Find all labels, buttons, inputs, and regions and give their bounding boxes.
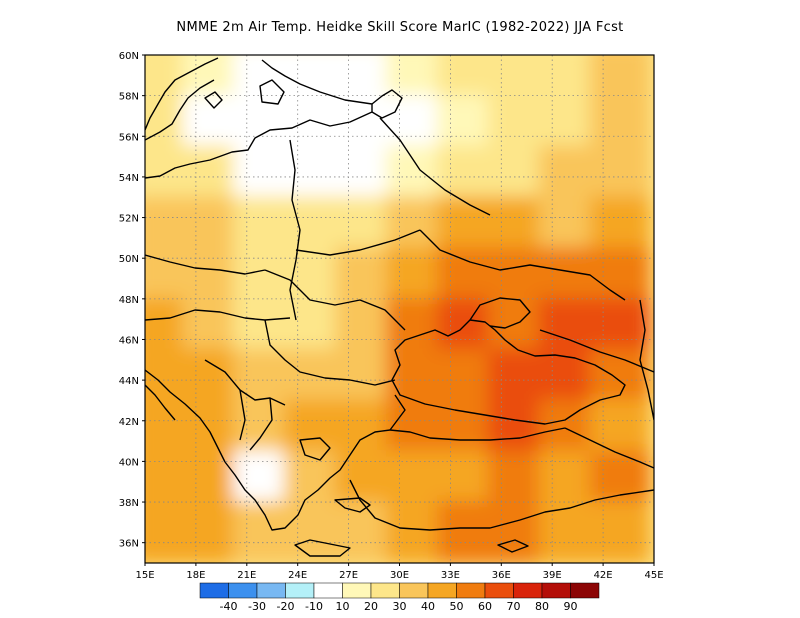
lat-tick-label: 38N bbox=[119, 498, 139, 509]
lon-tick-label: 15E bbox=[135, 570, 154, 581]
lon-tick-label: 42E bbox=[594, 570, 613, 581]
colorbar-swatch bbox=[427, 582, 457, 599]
skill-cell bbox=[182, 501, 244, 563]
colorbar-label: 70 bbox=[507, 600, 521, 613]
colorbar-label: -40 bbox=[220, 600, 238, 613]
latitude-labels: 60N 58N 56N 54N 52N 50N 48N 46N 44N 42N 40N 38N 36N bbox=[119, 51, 145, 550]
lat-tick-label: 56N bbox=[119, 132, 139, 143]
lat-tick-label: 48N bbox=[119, 295, 139, 306]
lat-tick-label: 52N bbox=[119, 214, 139, 225]
lat-tick-label: 36N bbox=[119, 539, 139, 550]
colorbar-swatch bbox=[570, 582, 600, 599]
lat-tick-label: 58N bbox=[119, 92, 139, 103]
lon-tick-label: 30E bbox=[390, 570, 409, 581]
lat-tick-label: 60N bbox=[119, 51, 139, 62]
colorbar-label: 40 bbox=[421, 600, 435, 613]
lat-tick-label: 46N bbox=[119, 335, 139, 346]
lon-tick-label: 24E bbox=[288, 570, 307, 581]
colorbar-label: 80 bbox=[535, 600, 549, 613]
colorbar-label: 10 bbox=[336, 600, 350, 613]
skill-field bbox=[145, 55, 651, 563]
colorbar-label: 60 bbox=[478, 600, 492, 613]
lat-tick-label: 50N bbox=[119, 254, 139, 265]
lon-tick-label: 39E bbox=[543, 570, 562, 581]
colorbar-swatch bbox=[199, 582, 229, 599]
colorbar-label: 20 bbox=[364, 600, 378, 613]
colorbar-label: -30 bbox=[248, 600, 266, 613]
lon-tick-label: 33E bbox=[441, 570, 460, 581]
colorbar-swatch bbox=[456, 582, 486, 599]
coastlines-and-borders bbox=[145, 57, 654, 557]
colorbar-label: -20 bbox=[277, 600, 295, 613]
longitude-labels: 15E 18E 21E 24E 27E 30E 33E 36E 39E 42E 45E bbox=[135, 563, 664, 581]
colorbar-swatch bbox=[313, 582, 343, 599]
lat-tick-label: 54N bbox=[119, 173, 139, 184]
lat-tick-label: 44N bbox=[119, 376, 139, 387]
colorbar-swatch bbox=[513, 582, 543, 599]
skill-cell bbox=[589, 501, 651, 563]
lat-tick-label: 40N bbox=[119, 457, 139, 468]
lon-tick-label: 27E bbox=[339, 570, 358, 581]
lat-tick-label: 42N bbox=[119, 417, 139, 428]
lon-tick-label: 45E bbox=[644, 570, 663, 581]
colorbar-swatch bbox=[228, 582, 258, 599]
colorbar-swatch bbox=[484, 582, 514, 599]
lon-tick-label: 36E bbox=[492, 570, 511, 581]
colorbar-swatch bbox=[399, 582, 429, 599]
chart-title: NMME 2m Air Temp. Heidke Skill Score Mar… bbox=[176, 20, 624, 35]
colorbar-label: 30 bbox=[393, 600, 407, 613]
colorbar-swatch bbox=[541, 582, 571, 599]
colorbar-swatch bbox=[370, 582, 400, 599]
lon-tick-label: 18E bbox=[186, 570, 205, 581]
colorbar-label: -10 bbox=[305, 600, 323, 613]
lon-tick-label: 21E bbox=[237, 570, 256, 581]
colorbar-label: 90 bbox=[564, 600, 578, 613]
colorbar: -40 -30 -20 -10 10 20 30 40 50 60 70 80 90 bbox=[199, 582, 600, 613]
colorbar-swatch bbox=[342, 582, 372, 599]
colorbar-swatch bbox=[285, 582, 315, 599]
colorbar-label: 50 bbox=[450, 600, 464, 613]
colorbar-swatch bbox=[256, 582, 286, 599]
